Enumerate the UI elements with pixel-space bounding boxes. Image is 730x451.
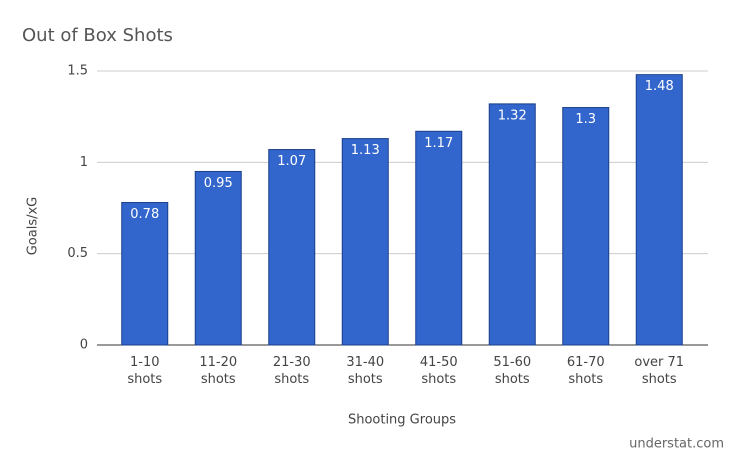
x-tick-label: 31-40 shots (346, 355, 385, 387)
x-tick-label: 1-10 shots (127, 355, 163, 387)
y-tick-label: 0 (80, 338, 88, 353)
y-tick-label: 1.5 (67, 64, 88, 79)
annotation: understat.com (629, 437, 724, 451)
x-tick-label: 51-60 shots (493, 355, 532, 387)
x-axis-label: Shooting Groups (348, 413, 456, 428)
data-label: 1.48 (645, 79, 674, 94)
x-tick-label: 11-20 shots (199, 355, 238, 387)
data-label: 0.78 (130, 207, 159, 222)
bar (635, 74, 683, 346)
y-tick-label: 0.5 (67, 246, 88, 261)
bar (121, 202, 169, 346)
bar (341, 138, 389, 346)
bar (488, 103, 536, 346)
data-label: 1.32 (498, 108, 527, 123)
x-tick-label: over 71 shots (634, 355, 685, 387)
x-tick-label: 41-50 shots (419, 355, 458, 387)
y-tick-label: 1 (80, 155, 88, 170)
data-label: 1.13 (351, 143, 380, 158)
bar (268, 149, 316, 346)
chart-title: Out of Box Shots (22, 25, 173, 46)
x-tick-label: 21-30 shots (272, 355, 311, 387)
bar (415, 130, 463, 346)
x-tick-label: 61-70 shots (566, 355, 605, 387)
bar (194, 170, 242, 346)
bar (562, 107, 610, 346)
y-axis-label: Goals/xG (26, 197, 41, 256)
data-label: 0.95 (204, 176, 233, 191)
data-label: 1.3 (575, 112, 596, 127)
data-label: 1.17 (424, 136, 453, 151)
data-label: 1.07 (277, 154, 306, 169)
